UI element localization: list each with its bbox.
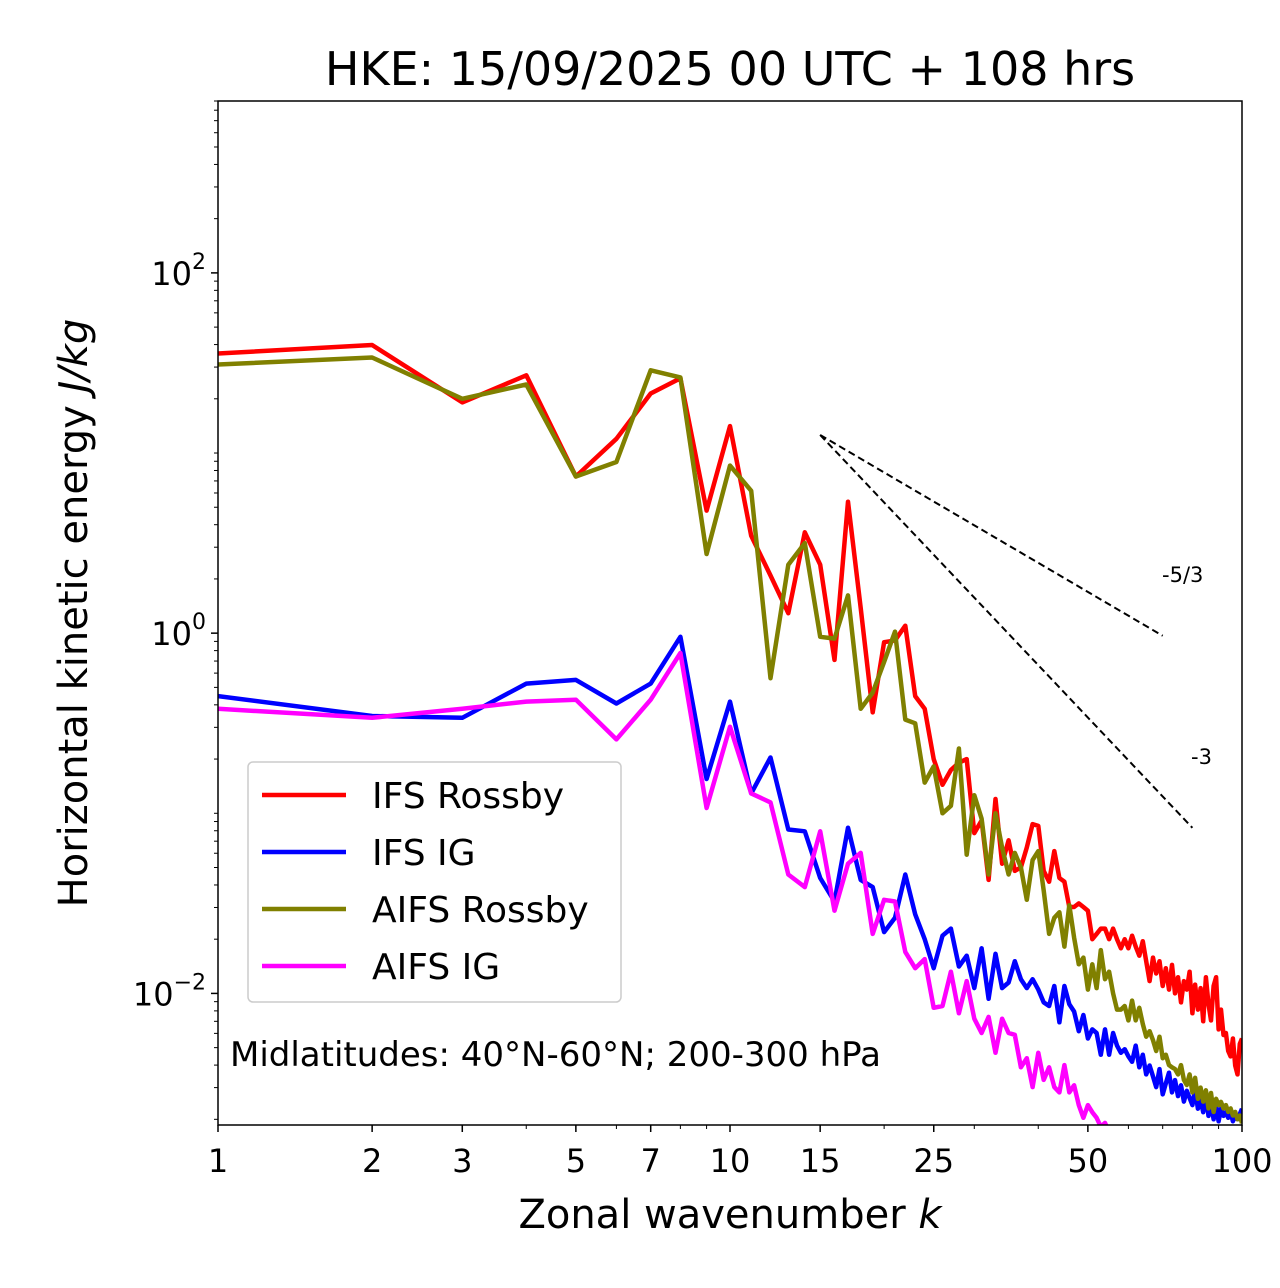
series-group	[218, 342, 1242, 1125]
x-tick-label: 7	[641, 1142, 661, 1180]
series-line-ifs-ig	[218, 634, 1242, 1124]
x-tick-label: 15	[800, 1142, 841, 1180]
x-tick-group: 1 2 3 5 7 10 15 25 50 100	[208, 1125, 1273, 1180]
series-line-aifs-ig	[218, 650, 1109, 1125]
y-axis-label-text: Horizontal kinetic energy	[51, 405, 97, 907]
x-tick-label: 5	[566, 1142, 586, 1180]
series-line-ifs-rossby	[218, 342, 1242, 1077]
x-tick-label: 25	[913, 1142, 954, 1180]
x-axis-label-text: Zonal wavenumber	[518, 1192, 906, 1238]
slope-label-minus-three: -3	[1191, 745, 1212, 769]
x-tick-label: 2	[362, 1142, 382, 1180]
x-tick-label: 10	[710, 1142, 751, 1180]
chart-title: HKE: 15/09/2025 00 UTC + 108 hrs	[325, 42, 1135, 96]
plot-frame	[217, 100, 1243, 1126]
reference-slope-group	[819, 434, 1194, 829]
series-line-aifs-rossby	[218, 355, 1242, 1124]
y-tick-label: 100	[151, 610, 206, 653]
y-axis-label-unit: J/kg	[51, 319, 97, 400]
x-tick-label: 3	[452, 1142, 472, 1180]
legend-label-aifs-rossby: AIFS Rossby	[372, 890, 589, 931]
legend-label-ifs-rossby: IFS Rossby	[372, 776, 564, 817]
reference-line-minus-three	[819, 434, 1194, 829]
y-axis-label: Horizontal kinetic energy J/kg	[51, 319, 97, 908]
legend: IFS Rossby IFS IG AIFS Rossby AIFS IG	[247, 761, 622, 1003]
legend-label-ifs-ig: IFS IG	[372, 833, 476, 874]
x-axis-label-var: k	[918, 1192, 943, 1238]
y-tick-label: 102	[151, 250, 206, 293]
y-tick-group: 102 100 10−2	[133, 250, 218, 1013]
x-tick-label: 50	[1068, 1142, 1109, 1180]
x-axis-label: Zonal wavenumber k	[518, 1192, 943, 1238]
slope-label-minus-five-thirds: -5/3	[1162, 563, 1203, 587]
x-tick-label: 100	[1211, 1142, 1272, 1180]
reference-line-minus-five-thirds	[819, 434, 1164, 637]
x-tick-label: 1	[208, 1142, 228, 1180]
region-annotation: Midlatitudes: 40°N-60°N; 200-300 hPa	[230, 1035, 881, 1075]
legend-box	[247, 761, 622, 1003]
y-tick-label: 10−2	[133, 970, 206, 1013]
legend-label-aifs-ig: AIFS IG	[372, 947, 500, 988]
